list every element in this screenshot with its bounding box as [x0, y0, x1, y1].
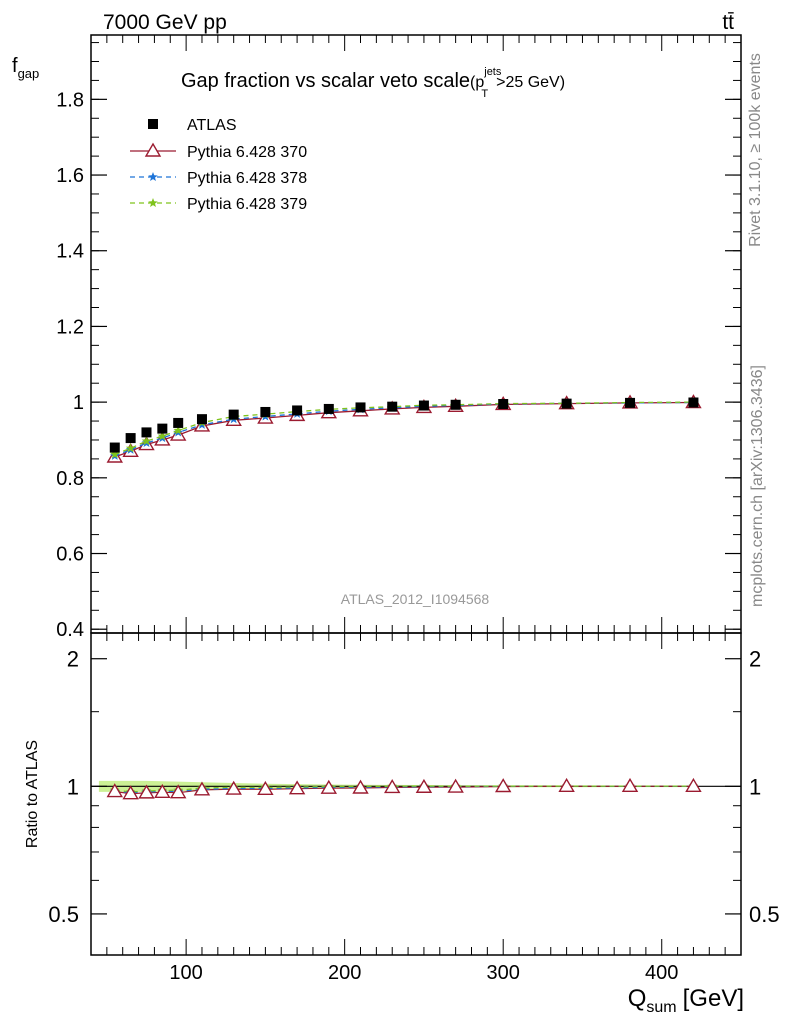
data-point: [688, 397, 699, 408]
ratio-data-point: [138, 784, 155, 799]
legend-marker: [148, 119, 158, 129]
data-point: [450, 399, 461, 410]
ratio-data-point: [447, 778, 464, 793]
legend-item: Pythia 6.428 378: [130, 170, 307, 187]
data-point: [173, 425, 183, 435]
ratio-y-label: Ratio to ATLAS: [24, 740, 41, 848]
data-point: [157, 431, 168, 441]
legend-marker: [144, 142, 162, 157]
rivet-label: Rivet 3.1.10, ≥ 100k events: [747, 53, 764, 247]
x-axis-label: Qsum [GeV]: [628, 985, 744, 1016]
x-tick-label: 200: [328, 962, 361, 984]
ratio-y-tick-label-right: 2: [749, 647, 761, 672]
main-panel: 0.4 0.6 0.8 1 1.2 1.4 1.6 1.8 Gap fraction vs s…: [12, 34, 742, 641]
series-pythia-6-428-370: [106, 394, 702, 463]
ratio-data-point: [685, 777, 702, 793]
ratio-panel: 0.5 0.5 1 1 2 2 100 200 300 400 Ratio to ATLAS Qs…: [24, 632, 780, 1016]
ratio-data-point: [154, 783, 171, 799]
analysis-watermark: ATLAS_2012_I1094568: [341, 591, 490, 607]
ratio-y-tick-label: 1: [67, 774, 79, 799]
ratio-y-tick-label-right: 1: [749, 774, 761, 799]
y-tick-label: 0.6: [56, 544, 84, 566]
ratio-data-point: [494, 778, 512, 793]
data-point: [125, 443, 136, 453]
ratio-data-point: [106, 783, 123, 798]
data-point: [292, 405, 303, 416]
ratio-data-point: [558, 777, 575, 793]
series-atlas: [109, 397, 699, 453]
ratio-data-point: [169, 784, 187, 799]
legend: ATLAS Pythia 6.428 370 Pythia 6.428 378 Pyt…: [130, 117, 307, 213]
ratio-markers: [106, 777, 702, 800]
data-point: [625, 397, 636, 408]
data-point: [323, 403, 334, 414]
ratio-data-point: [384, 779, 401, 794]
data-point: [561, 398, 572, 409]
x-tick-label: 100: [169, 962, 202, 984]
ratio-data-point: [225, 780, 242, 795]
ratio-data-point: [288, 780, 306, 795]
legend-label: Pythia 6.428 378: [187, 170, 307, 187]
ratio-y-tick-label: 0.5: [48, 902, 79, 927]
y-tick-label: 0.8: [56, 468, 84, 490]
legend-label: Pythia 6.428 370: [187, 144, 307, 161]
y-tick-label: 0.4: [56, 619, 84, 641]
header-energy-label: 7000 GeV pp: [103, 11, 227, 34]
data-point: [228, 409, 239, 420]
data-point: [141, 436, 152, 446]
data-point: [355, 402, 366, 413]
legend-marker: [148, 198, 158, 208]
x-tick-label: 300: [487, 962, 520, 984]
legend-marker: [148, 172, 158, 182]
legend-label: Pythia 6.428 379: [187, 196, 307, 213]
ratio-data-point: [257, 780, 274, 795]
legend-item: ATLAS: [148, 117, 237, 134]
ratio-data-point: [193, 781, 211, 796]
legend-label: ATLAS: [187, 117, 237, 134]
data-point: [260, 406, 271, 417]
data-point: [387, 401, 398, 412]
data-point: [109, 442, 120, 453]
legend-item: Pythia 6.428 370: [130, 142, 307, 161]
ratio-data-point: [415, 778, 433, 793]
legend-item: Pythia 6.428 379: [130, 196, 307, 213]
ratio-y-tick-label-right: 0.5: [749, 902, 780, 927]
data-point: [196, 414, 207, 425]
y-tick-label: 1.8: [56, 89, 84, 111]
ratio-panel-frame: [90, 632, 742, 956]
ratio-data-point: [621, 777, 639, 793]
ratio-data-point: [122, 785, 139, 800]
data-point: [157, 423, 168, 434]
chart-title: Gap fraction vs scalar veto scale(pjets T…: [181, 66, 565, 100]
data-point: [498, 399, 509, 410]
y-axis-label: fgap: [12, 55, 39, 81]
series-line: [114, 401, 694, 456]
y-tick-label: 1.4: [56, 241, 84, 263]
y-tick-label: 1.6: [56, 165, 84, 187]
ratio-y-tick-label: 2: [67, 647, 79, 672]
data-point: [125, 433, 136, 444]
data-point: [418, 400, 429, 411]
data-point: [173, 417, 184, 428]
ratio-data-point: [320, 779, 338, 794]
y-tick-label: 1.2: [56, 316, 84, 338]
data-point: [110, 449, 120, 459]
x-tick-label: 400: [645, 962, 678, 984]
y-tick-label: 1: [73, 392, 84, 414]
header-process-label: tt̄: [722, 11, 734, 34]
mcplots-label: mcplots.cern.ch [arXiv:1306.3436]: [749, 365, 766, 607]
ratio-data-point: [352, 779, 369, 794]
data-point: [141, 427, 152, 438]
